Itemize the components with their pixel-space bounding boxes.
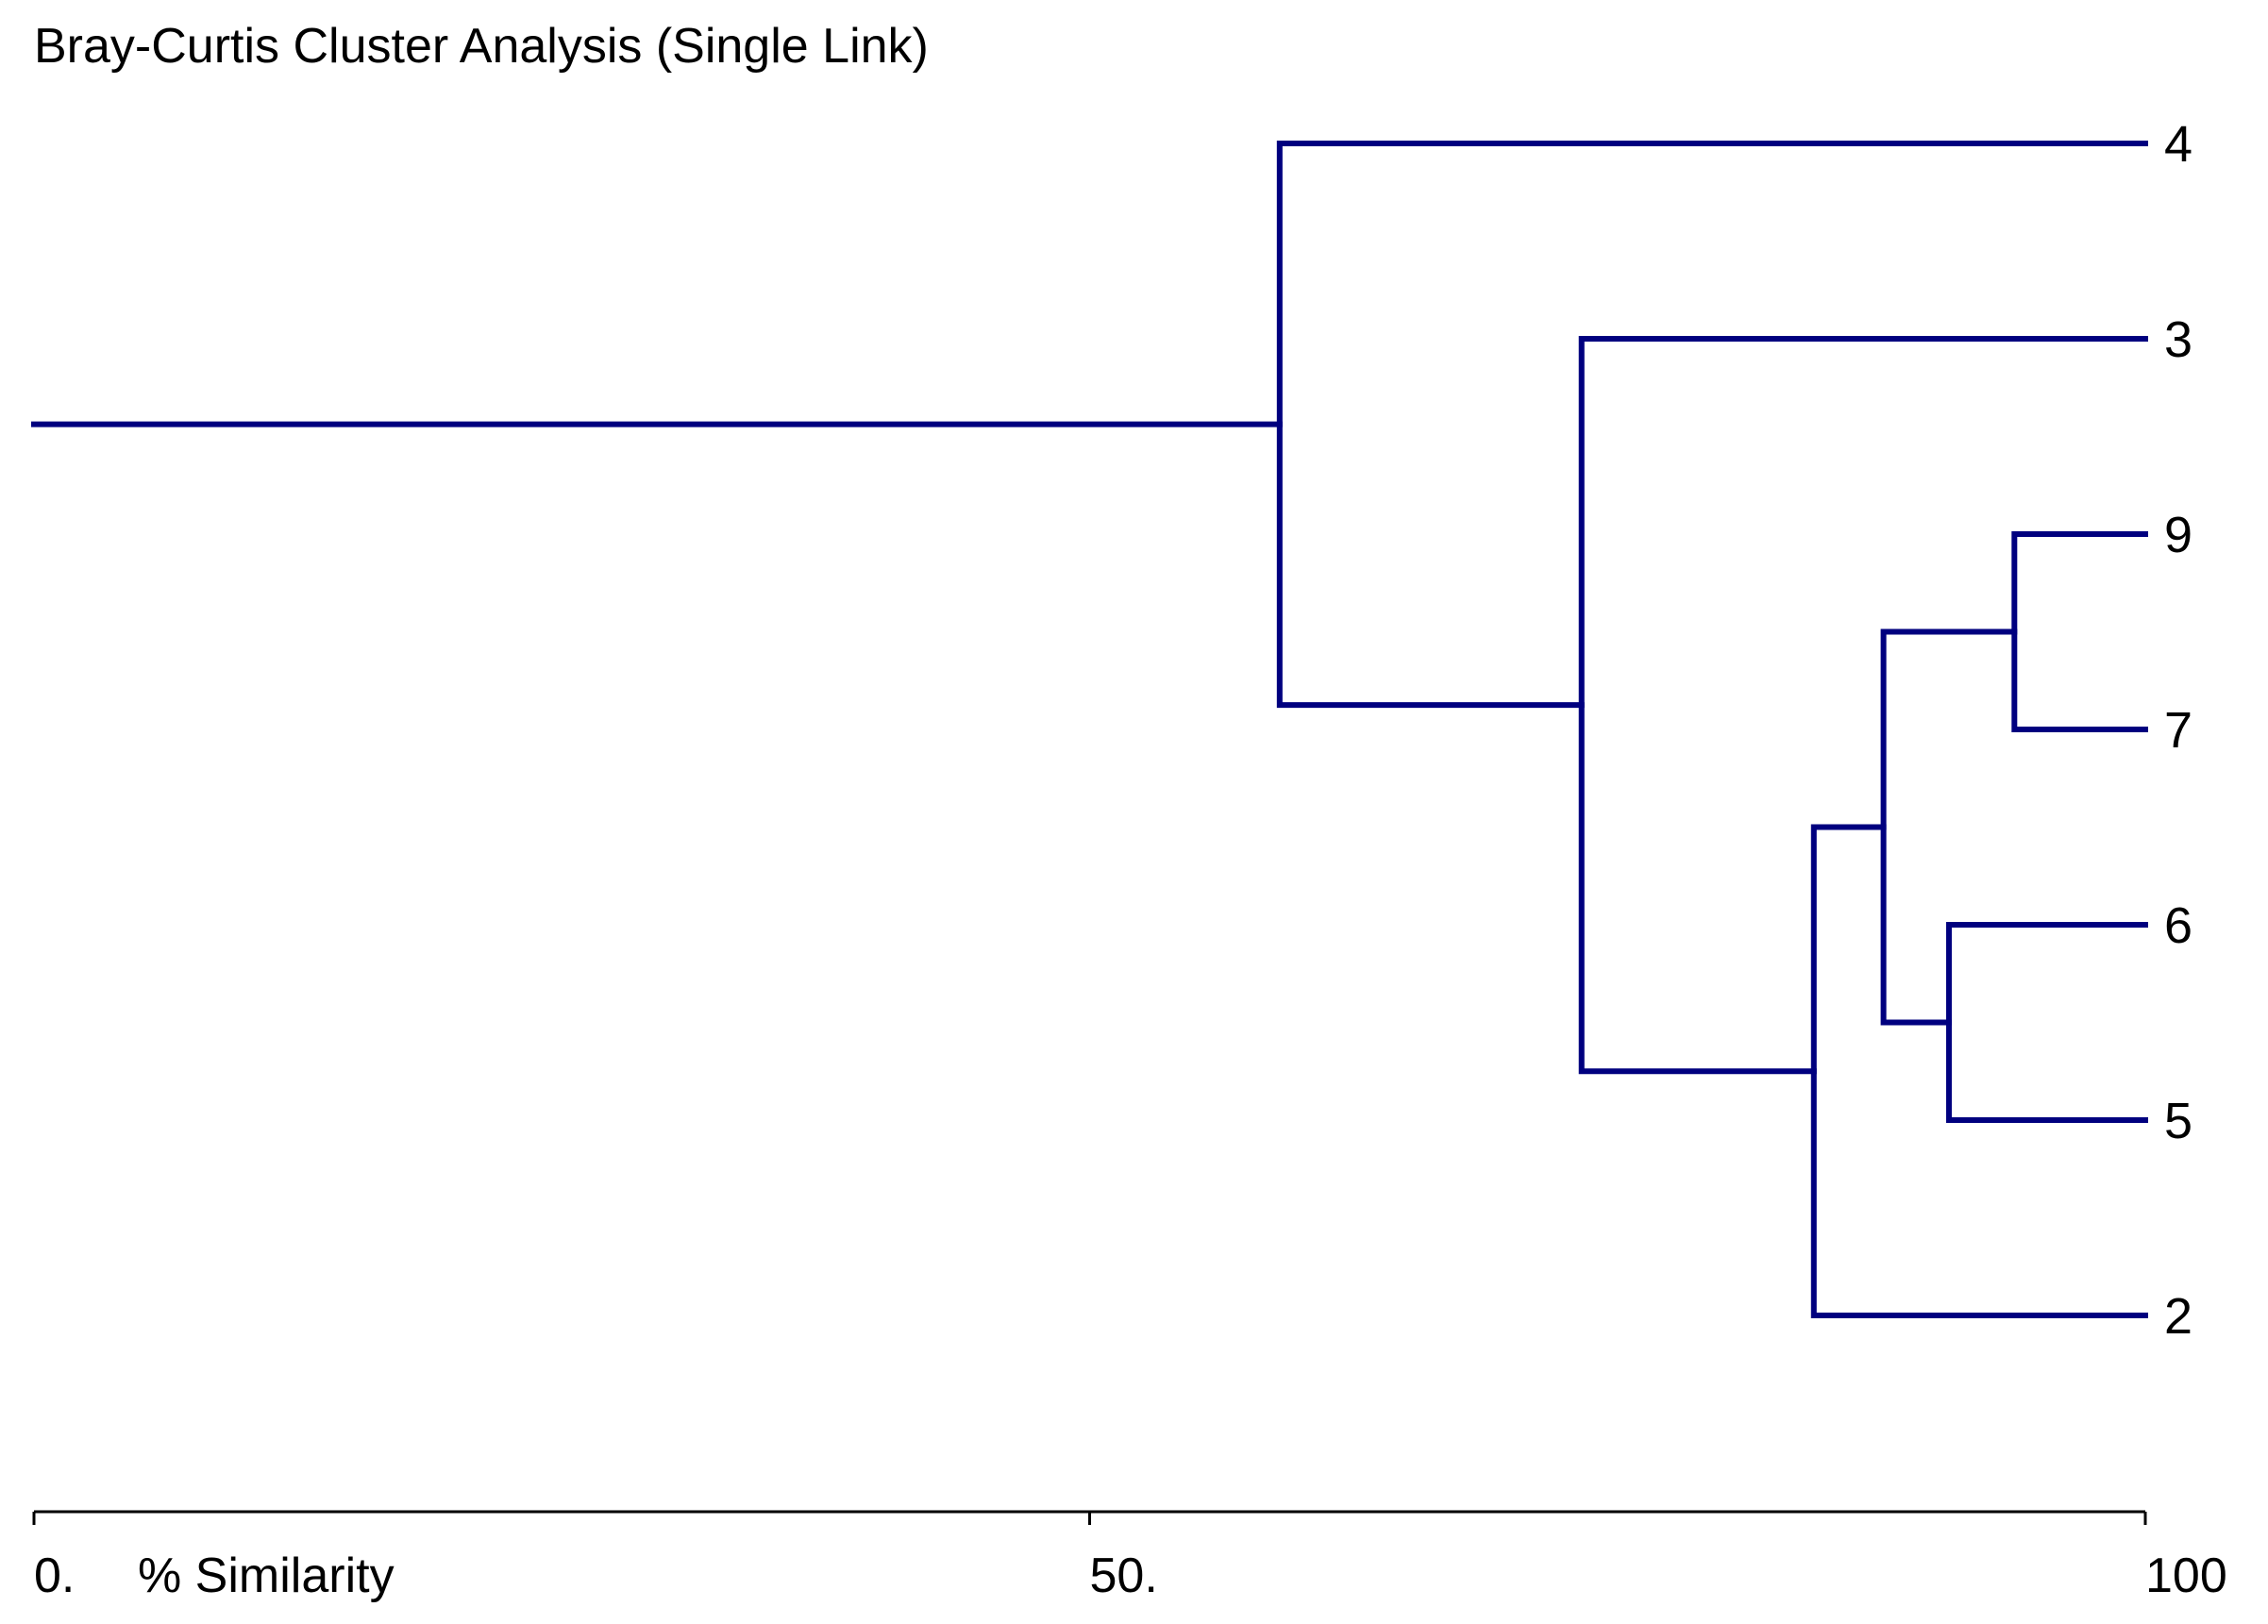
leaf-labels: 4 3 9 7 6 5 2 bbox=[2164, 116, 2192, 1345]
leaf-label-2: 2 bbox=[2164, 1288, 2192, 1345]
merge-branch-2 bbox=[1945, 922, 2148, 1123]
x-axis-label: % Similarity bbox=[138, 1549, 395, 1603]
leaf-label-3: 3 bbox=[2164, 311, 2192, 368]
leaf-label-7: 7 bbox=[2164, 702, 2192, 759]
x-tick-label-0: 0. bbox=[34, 1549, 75, 1603]
merge-branch-4 bbox=[1810, 824, 2148, 1318]
merge-branch-1 bbox=[2011, 531, 2148, 732]
leaf-label-9: 9 bbox=[2164, 507, 2192, 563]
leaf-label-6: 6 bbox=[2164, 897, 2192, 954]
dendrogram-branches bbox=[31, 141, 2148, 1318]
chart-title: Bray-Curtis Cluster Analysis (Single Lin… bbox=[34, 19, 929, 74]
merge-branch-5 bbox=[1578, 336, 2148, 1075]
x-tick-label-50: 50. bbox=[1090, 1549, 1158, 1603]
x-tick-label-100: 100 bbox=[2145, 1549, 2227, 1603]
x-axis: 0. 50. 100 % Similarity bbox=[32, 1510, 2227, 1603]
leaf-label-4: 4 bbox=[2164, 116, 2192, 173]
leaf-label-5: 5 bbox=[2164, 1093, 2192, 1149]
x-axis-ticks: 0. 50. 100 bbox=[32, 1512, 2227, 1603]
